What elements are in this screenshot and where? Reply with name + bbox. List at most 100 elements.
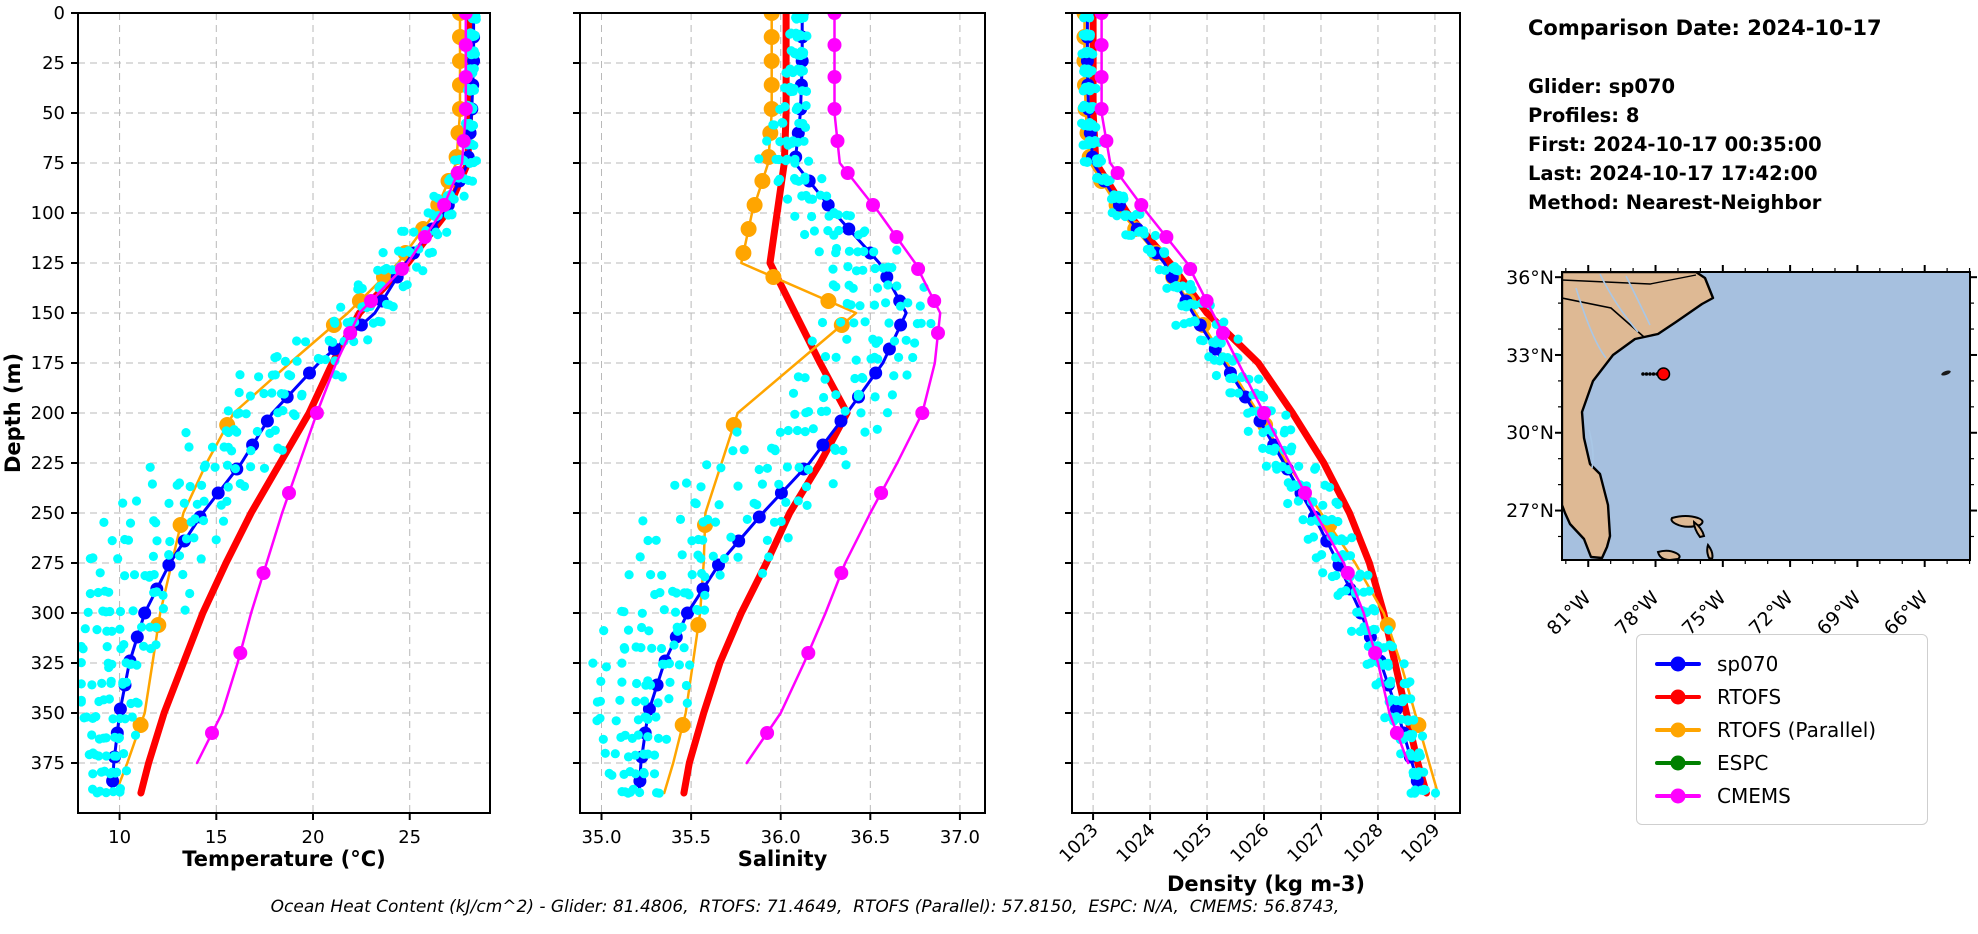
svg-text:36.5: 36.5 bbox=[850, 827, 890, 848]
axis-ticks bbox=[1065, 12, 1436, 820]
gridlines bbox=[1072, 13, 1460, 813]
series-line-sp070 bbox=[1085, 13, 1423, 795]
series-markers bbox=[106, 13, 481, 788]
y-axis-label: Depth (m) bbox=[1, 353, 25, 473]
plot-data bbox=[1076, 13, 1441, 798]
svg-text:200: 200 bbox=[31, 403, 65, 424]
bahamas-islands bbox=[1656, 515, 1714, 560]
legend-item-espc: ESPC bbox=[1655, 746, 1909, 779]
svg-text:35.0: 35.0 bbox=[581, 827, 621, 848]
state-border-north bbox=[1562, 274, 1697, 285]
glider-scatter-points bbox=[588, 13, 936, 798]
svg-text:1025: 1025 bbox=[1169, 820, 1216, 867]
map-lat-labels: 36°N 33°N 30°N 27°N bbox=[1506, 267, 1554, 522]
comparison-date: Comparison Date: 2024-10-17 bbox=[1528, 16, 1882, 40]
svg-text:1027: 1027 bbox=[1283, 820, 1330, 867]
plot-data bbox=[78, 13, 481, 798]
svg-text:175: 175 bbox=[31, 353, 65, 374]
legend: sp070 RTOFS RTOFS (Parallel) ESPC CMEMS bbox=[1636, 634, 1928, 825]
svg-text:36.0: 36.0 bbox=[761, 827, 801, 848]
density-profile-panel: 1023 1024 1025 1026 1027 1028 1029 Density (kg … bbox=[1055, 12, 1461, 896]
svg-text:350: 350 bbox=[31, 703, 65, 724]
x-axis-label: Density (kg m-3) bbox=[1167, 872, 1365, 896]
svg-text:75: 75 bbox=[42, 153, 65, 174]
lon-tick-label: 66°W bbox=[1880, 587, 1933, 634]
axis-ticks bbox=[71, 12, 411, 820]
salinity-profile-panel: 35.0 35.5 36.0 36.5 37.0 Salinity bbox=[573, 12, 986, 871]
tick-labels: 35.0 35.5 36.0 36.5 37.0 bbox=[581, 827, 979, 848]
svg-text:375: 375 bbox=[31, 753, 65, 774]
svg-text:125: 125 bbox=[31, 253, 65, 274]
series-markers bbox=[760, 13, 945, 740]
svg-text:1026: 1026 bbox=[1226, 820, 1273, 867]
glider-name: Glider: sp070 bbox=[1528, 75, 1676, 98]
last-profile-time: Last: 2024-10-17 17:42:00 bbox=[1528, 162, 1818, 185]
svg-text:325: 325 bbox=[31, 653, 65, 674]
svg-text:100: 100 bbox=[31, 203, 65, 224]
state-border bbox=[1562, 297, 1645, 338]
series-markers bbox=[132, 13, 468, 733]
series-line-rtofs-parallel- bbox=[662, 13, 858, 795]
ocean-heat-content-text: Ocean Heat Content (kJ/cm^2) - Glider: 8… bbox=[270, 897, 1340, 917]
lat-tick-label: 27°N bbox=[1506, 500, 1554, 522]
legend-marker-icon bbox=[1655, 760, 1701, 765]
map-land bbox=[1562, 272, 1715, 560]
plot-data bbox=[588, 13, 945, 798]
x-axis-label: Salinity bbox=[738, 847, 828, 871]
map-ticks bbox=[1555, 265, 1977, 567]
legend-item-cmems: CMEMS bbox=[1655, 779, 1909, 812]
svg-text:1024: 1024 bbox=[1112, 820, 1159, 867]
svg-text:35.5: 35.5 bbox=[671, 827, 711, 848]
lon-tick-label: 78°W bbox=[1611, 587, 1664, 634]
comparison-info: Comparison Date: 2024-10-17 Glider: sp07… bbox=[1528, 16, 1882, 217]
svg-text:37.0: 37.0 bbox=[940, 827, 980, 848]
glider-track-dots bbox=[1641, 372, 1659, 376]
legend-label: CMEMS bbox=[1717, 783, 1791, 808]
svg-text:150: 150 bbox=[31, 303, 65, 324]
legend-marker-icon bbox=[1655, 661, 1701, 666]
map-frame bbox=[1561, 271, 1971, 561]
glider-scatter-points bbox=[78, 13, 481, 798]
legend-marker-icon bbox=[1655, 793, 1701, 798]
svg-text:25: 25 bbox=[398, 827, 421, 848]
lon-tick-label: 75°W bbox=[1678, 587, 1731, 634]
svg-text:250: 250 bbox=[31, 503, 65, 524]
legend-label: RTOFS bbox=[1717, 684, 1782, 709]
glider-position-marker bbox=[1656, 367, 1671, 381]
svg-text:1023: 1023 bbox=[1055, 820, 1102, 867]
svg-text:225: 225 bbox=[31, 453, 65, 474]
lon-tick-label: 72°W bbox=[1745, 587, 1798, 634]
series-markers bbox=[1094, 13, 1404, 740]
svg-text:1029: 1029 bbox=[1397, 820, 1444, 867]
x-axis-label: Temperature (°C) bbox=[182, 847, 385, 871]
svg-text:50: 50 bbox=[42, 103, 65, 124]
first-profile-time: First: 2024-10-17 00:35:00 bbox=[1528, 133, 1822, 156]
lat-tick-label: 30°N bbox=[1506, 422, 1554, 444]
bermuda-island bbox=[1941, 370, 1951, 376]
legend-label: ESPC bbox=[1717, 750, 1769, 775]
legend-item-rtofs-parallel-: RTOFS (Parallel) bbox=[1655, 713, 1909, 746]
tick-labels: 1023 1024 1025 1026 1027 1028 1029 bbox=[1055, 820, 1444, 867]
map-lon-labels: 81°W 78°W 75°W 72°W 69°W 66°W bbox=[1543, 587, 1933, 634]
legend-item-rtofs: RTOFS bbox=[1655, 680, 1909, 713]
lon-tick-label: 81°W bbox=[1543, 587, 1596, 634]
tick-labels: 10 15 20 2502550751001251501752002252502753… bbox=[31, 3, 422, 848]
temperature-profile-panel: 10 15 20 2502550751001251501752002252502753… bbox=[1, 3, 491, 871]
method: Method: Nearest-Neighbor bbox=[1528, 191, 1822, 214]
legend-label: RTOFS (Parallel) bbox=[1717, 717, 1877, 742]
series-markers bbox=[205, 13, 473, 740]
series-line-rtofs bbox=[137, 13, 474, 797]
series-line-cmems bbox=[1100, 13, 1410, 765]
svg-text:275: 275 bbox=[31, 553, 65, 574]
location-map: 36°N 33°N 30°N 27°N 81°W 78°W 75°W 72°W … bbox=[1506, 265, 1977, 634]
profiles-count: Profiles: 8 bbox=[1528, 104, 1640, 127]
rivers bbox=[1575, 273, 1651, 469]
legend-marker-icon bbox=[1655, 727, 1701, 732]
series-line-sp070 bbox=[110, 13, 476, 795]
series-markers bbox=[1076, 13, 1427, 733]
svg-text:20: 20 bbox=[302, 827, 325, 848]
legend-label: sp070 bbox=[1717, 651, 1779, 676]
svg-text:0: 0 bbox=[54, 3, 65, 24]
svg-text:25: 25 bbox=[42, 53, 65, 74]
legend-item-sp070: sp070 bbox=[1655, 647, 1909, 680]
